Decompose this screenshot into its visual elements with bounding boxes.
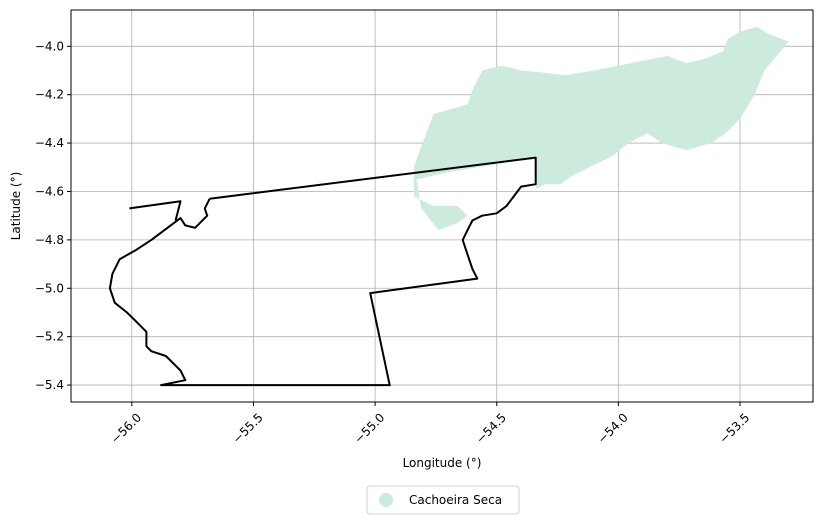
y-tick-label-0: −4.0 bbox=[35, 39, 64, 53]
y-tick-label-7: −5.4 bbox=[35, 378, 64, 392]
x-tick-label-1: −55.5 bbox=[230, 410, 266, 446]
y-tick-label-3: −4.6 bbox=[35, 184, 64, 198]
shape-outline-spur bbox=[129, 200, 182, 221]
legend-box bbox=[366, 485, 520, 515]
legend: Cachoeira Seca bbox=[366, 485, 520, 515]
y-tick-label-6: −5.2 bbox=[35, 330, 64, 344]
shape-cachoeira-seca bbox=[414, 26, 789, 231]
x-tick-label-3: −54.5 bbox=[473, 410, 509, 446]
y-axis-label: Latitude (°) bbox=[9, 172, 23, 241]
y-tick-label-4: −4.8 bbox=[35, 233, 64, 247]
x-tick-label-0: −56.0 bbox=[108, 410, 144, 446]
x-tick-label-5: −53.5 bbox=[716, 410, 752, 446]
x-tick-label-2: −55.0 bbox=[352, 410, 388, 446]
y-tick-label-2: −4.4 bbox=[35, 136, 64, 150]
y-tick-label-5: −5.0 bbox=[35, 281, 64, 295]
x-tick-label-4: −54.0 bbox=[595, 410, 631, 446]
legend-swatch bbox=[379, 493, 393, 507]
y-tick-label-1: −4.2 bbox=[35, 88, 64, 102]
legend-entry-cachoeira-seca: Cachoeira Seca bbox=[409, 493, 502, 507]
map-shapes bbox=[108, 26, 789, 387]
axes-frame bbox=[70, 9, 814, 403]
x-axis-label: Longitude (°) bbox=[403, 456, 482, 470]
shape-outline bbox=[108, 156, 537, 387]
